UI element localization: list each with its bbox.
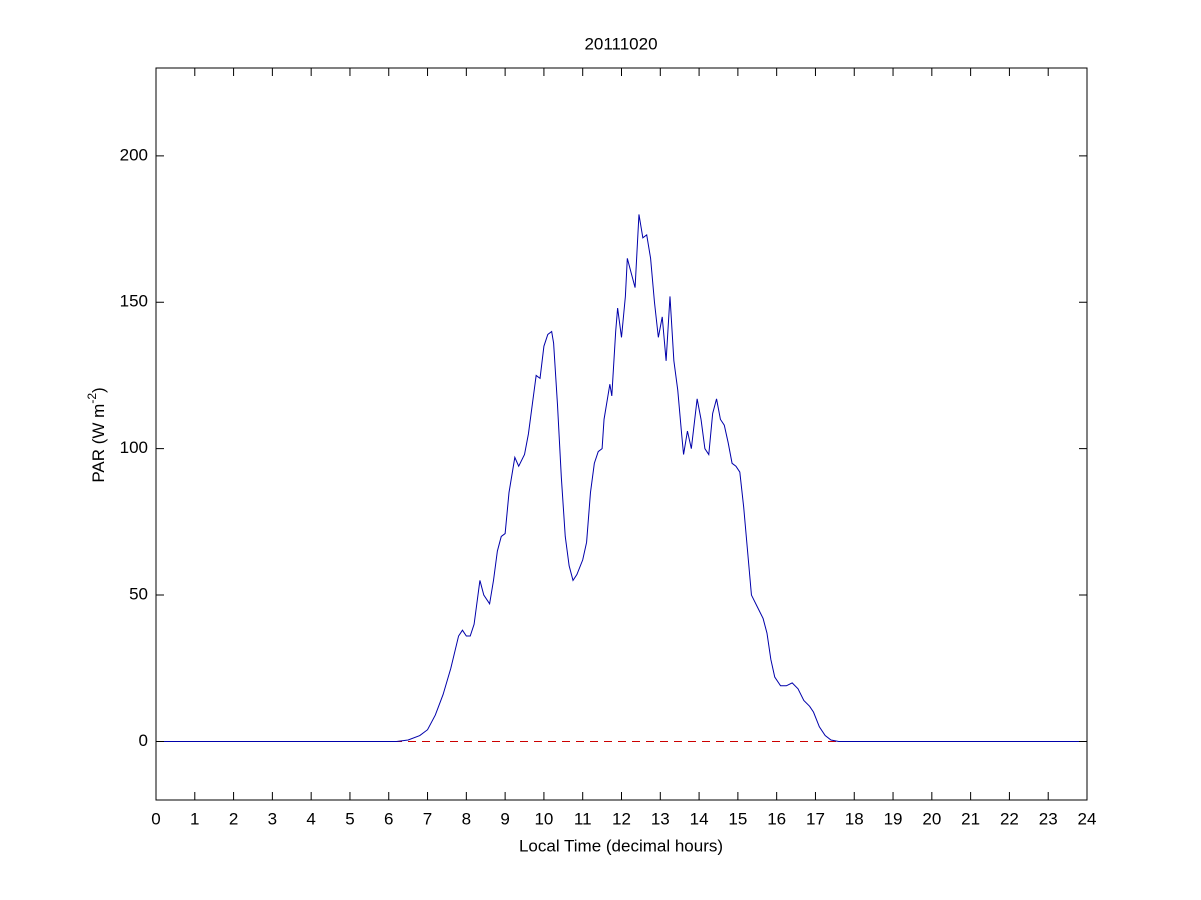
y-tick-label: 0 (139, 731, 148, 750)
chart-title: 20111020 (584, 34, 657, 53)
plot-area (155, 67, 1088, 801)
x-tick-label: 15 (728, 809, 747, 828)
x-tick-label: 21 (961, 809, 980, 828)
x-tick-label: 23 (1039, 809, 1058, 828)
x-tick-label: 12 (612, 809, 631, 828)
x-tick-label: 16 (767, 809, 786, 828)
data-line (156, 214, 1087, 742)
x-tick-label: 14 (690, 809, 709, 828)
y-tick-label: 200 (120, 145, 148, 164)
y-label-sup: -2 (85, 393, 99, 404)
x-tick-label: 11 (574, 809, 592, 828)
x-tick-label: 3 (268, 809, 277, 828)
x-tick-label: 22 (1000, 809, 1019, 828)
y-label-main: PAR (W m (89, 404, 108, 483)
x-tick-label: 4 (306, 809, 315, 828)
x-tick-label: 6 (384, 809, 393, 828)
x-tick-label: 9 (500, 809, 509, 828)
x-tick-label: 2 (229, 809, 238, 828)
x-tick-label: 1 (190, 809, 199, 828)
y-tick-label: 100 (120, 438, 148, 457)
x-tick-label: 19 (884, 809, 903, 828)
y-tick-label: 150 (120, 292, 148, 311)
x-tick-label: 0 (151, 809, 160, 828)
x-tick-label: 5 (345, 809, 354, 828)
y-label-end: ) (89, 387, 108, 393)
y-tick-label: 50 (129, 585, 148, 604)
y-axis-label: PAR (W m-2) (85, 387, 108, 482)
x-tick-label: 20 (922, 809, 941, 828)
x-tick-label: 7 (423, 809, 432, 828)
x-tick-label: 13 (651, 809, 670, 828)
x-tick-label: 10 (534, 809, 553, 828)
x-tick-label: 8 (462, 809, 471, 828)
x-tick-label: 24 (1078, 809, 1097, 828)
x-tick-label: 18 (845, 809, 864, 828)
x-tick-label: 17 (806, 809, 825, 828)
x-axis-label: Local Time (decimal hours) (519, 836, 723, 855)
